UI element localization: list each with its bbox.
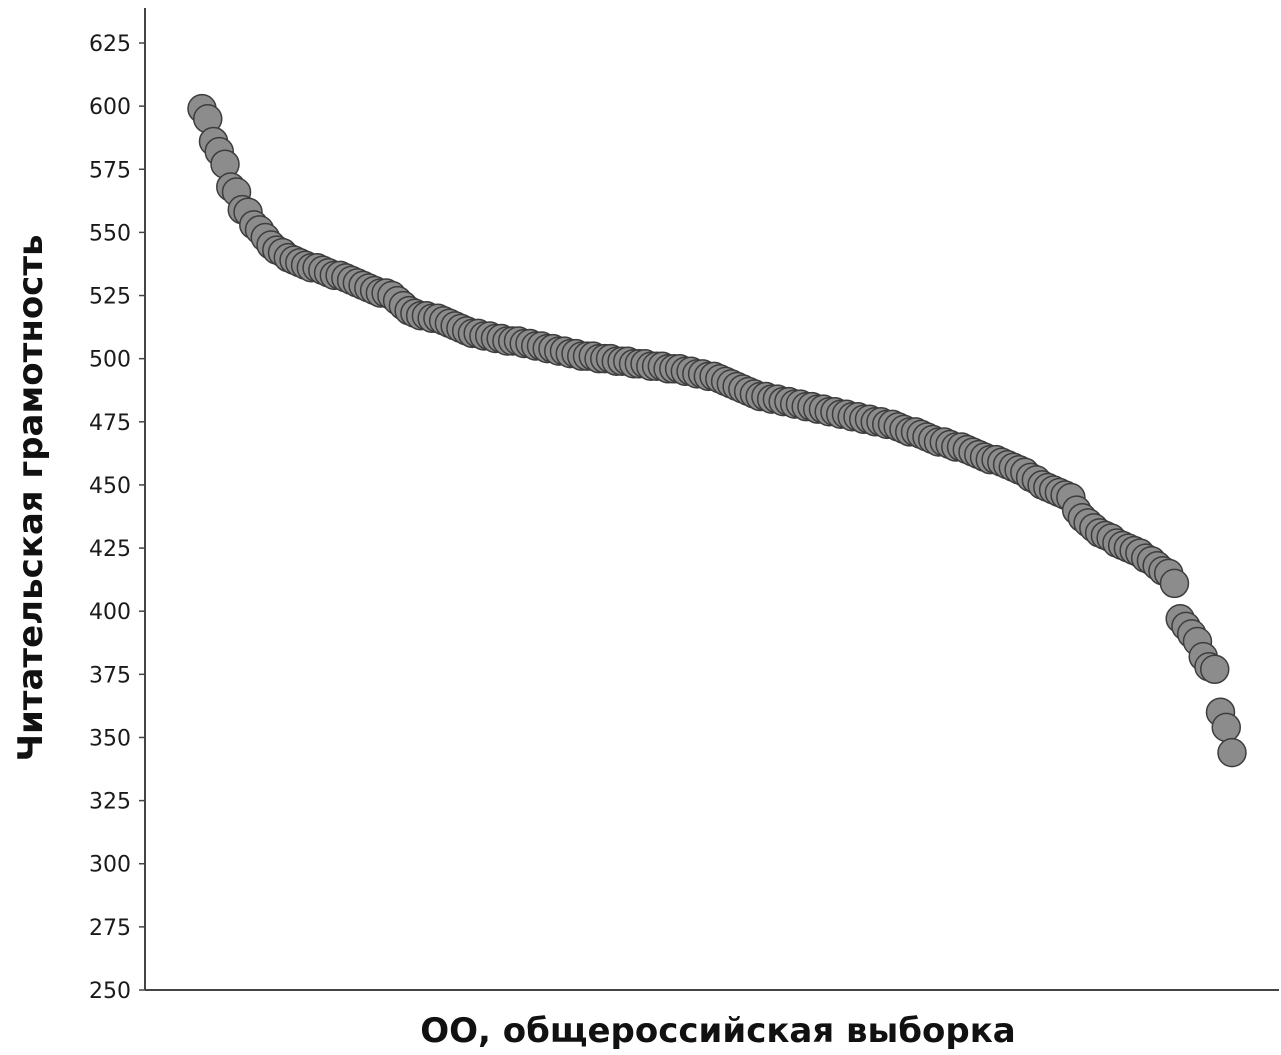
y-axis-ticks: 250 275 300 325 350 375 400 425 450 475 500 525 550 5… xyxy=(89,32,145,1004)
data-point xyxy=(1211,712,1241,743)
y-tick-label: 375 xyxy=(89,663,131,688)
y-tick-label: 475 xyxy=(89,411,131,436)
y-tick-label: 450 xyxy=(89,474,131,499)
y-tick-label: 350 xyxy=(89,726,131,751)
data-point xyxy=(1199,654,1230,685)
y-tick-label: 625 xyxy=(89,32,131,57)
y-tick-label: 325 xyxy=(89,790,131,815)
data-point xyxy=(1217,737,1247,768)
y-tick-label: 400 xyxy=(89,600,131,625)
y-tick-label: 550 xyxy=(89,221,131,246)
x-axis-title: ОО, общероссийская выборка xyxy=(420,1011,1016,1051)
y-tick-label: 300 xyxy=(89,853,131,878)
y-tick-label: 525 xyxy=(89,285,131,310)
y-tick-label: 575 xyxy=(89,158,131,183)
y-tick-label: 600 xyxy=(89,95,131,120)
y-tick-label: 275 xyxy=(89,916,131,941)
y-tick-label: 250 xyxy=(89,979,131,1004)
data-points xyxy=(187,93,1247,768)
data-point xyxy=(1159,568,1190,599)
y-tick-label: 500 xyxy=(89,348,131,373)
y-tick-label: 425 xyxy=(89,537,131,562)
y-axis-title: Читательская грамотность xyxy=(11,234,51,761)
